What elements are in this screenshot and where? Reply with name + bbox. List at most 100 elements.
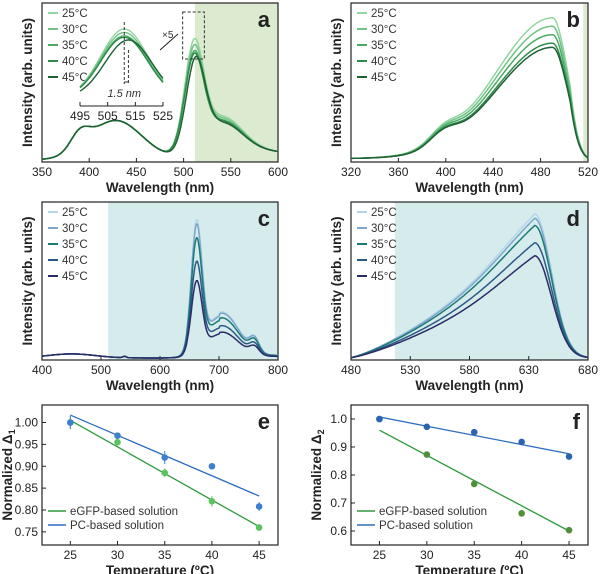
panel-c: 400 500 600 700 800 Wavelength (nm) c Intensity… bbox=[20, 201, 288, 393]
magnification-label: ×5 bbox=[162, 30, 174, 41]
legend-label: PC-based solution bbox=[70, 520, 164, 532]
legend-label: 30°C bbox=[371, 223, 397, 235]
x-tick-label: 530 bbox=[400, 363, 420, 377]
x-tick-label: 580 bbox=[459, 363, 479, 377]
data-point bbox=[255, 524, 263, 531]
y-axis-subscript: 1 bbox=[7, 429, 17, 434]
x-tick-label: 30 bbox=[111, 548, 125, 562]
y-tick-label: 1.0 bbox=[330, 412, 347, 426]
y-tick-label: 0.75 bbox=[15, 525, 39, 539]
y-tick-label: 0.9 bbox=[330, 440, 347, 454]
y-tick-label: 0.80 bbox=[15, 503, 39, 517]
panel-b: 320 360 400 440 480 520 Wavelength (nm) b Intens… bbox=[329, 2, 598, 195]
y-tick-label: 0.7 bbox=[330, 496, 347, 510]
y-axis-title: Intensity (arb. units) bbox=[329, 18, 344, 147]
x-axis-title: Temperature (ºC) bbox=[415, 563, 523, 574]
x-tick-label: 440 bbox=[483, 165, 503, 179]
x-tick-label: 40 bbox=[205, 548, 219, 562]
y-tick-label: 0.85 bbox=[15, 481, 39, 495]
x-tick-label: 400 bbox=[32, 363, 52, 377]
legend-label: 40°C bbox=[371, 56, 397, 68]
x-tick-label: 480 bbox=[341, 363, 361, 377]
data-point bbox=[470, 480, 478, 488]
data-point bbox=[208, 497, 216, 505]
x-tick-label: 350 bbox=[32, 165, 52, 179]
data-point bbox=[255, 503, 263, 510]
x-tick-label: 600 bbox=[150, 363, 170, 377]
fit-line bbox=[379, 429, 570, 532]
data-point bbox=[208, 462, 216, 470]
data-point bbox=[565, 526, 573, 534]
series-line-45°C bbox=[351, 46, 589, 160]
legend-label: 45°C bbox=[62, 72, 88, 84]
data-point bbox=[518, 438, 525, 446]
y-tick-label: 0.6 bbox=[330, 524, 347, 538]
panel-d: 480 530 580 630 680 Wavelength (nm) d Intensity… bbox=[329, 201, 598, 393]
y-axis-title: Intensity (arb. units) bbox=[329, 216, 344, 345]
x-tick-label: 700 bbox=[209, 363, 229, 377]
legend-label: eGFP-based solution bbox=[379, 506, 487, 518]
zoom-box bbox=[182, 11, 205, 60]
shaded-region bbox=[583, 3, 588, 162]
y-tick-label: 0.8 bbox=[330, 468, 347, 482]
data-point bbox=[376, 415, 383, 423]
legend-label: PC-based solution bbox=[379, 520, 473, 532]
data-point bbox=[565, 453, 573, 460]
x-tick-label: 360 bbox=[388, 165, 408, 179]
series-line-40°C bbox=[350, 241, 589, 359]
x-tick-label: 480 bbox=[531, 165, 551, 179]
panel-letter: f bbox=[573, 409, 581, 434]
series-line-25°C bbox=[351, 17, 589, 160]
y-tick-label: 1.00 bbox=[15, 416, 39, 430]
x-tick-label: 25 bbox=[64, 548, 78, 562]
panel-letter: a bbox=[258, 7, 271, 32]
inset-line bbox=[79, 36, 164, 89]
data-point bbox=[423, 451, 431, 458]
legend-label: 45°C bbox=[62, 271, 88, 283]
legend-label: 35°C bbox=[62, 40, 88, 52]
x-tick-label: 25 bbox=[373, 548, 387, 562]
data-point bbox=[161, 454, 169, 461]
legend-label: 35°C bbox=[62, 239, 88, 251]
y-axis-title: Normalized Δ2 bbox=[309, 429, 326, 520]
x-tick-label: 550 bbox=[221, 165, 241, 179]
x-tick-label: 630 bbox=[519, 363, 539, 377]
y-axis-title: Normalized Δ1 bbox=[0, 429, 17, 520]
data-point bbox=[114, 438, 121, 446]
legend-label: 45°C bbox=[371, 72, 397, 84]
data-point bbox=[161, 469, 169, 477]
panel-a: 350 400 450 500 550 600 Wavelength (nm) a Intens… bbox=[20, 2, 288, 195]
data-point bbox=[114, 432, 121, 439]
inset-tick-label: 505 bbox=[98, 109, 118, 123]
legend-label: 30°C bbox=[62, 24, 88, 36]
x-tick-label: 320 bbox=[341, 165, 361, 179]
x-axis-title: Wavelength (nm) bbox=[415, 180, 523, 195]
plot-frame bbox=[41, 2, 279, 163]
x-tick-label: 400 bbox=[436, 165, 456, 179]
data-point bbox=[470, 428, 478, 436]
series-line-45°C bbox=[41, 55, 279, 160]
legend-label: eGFP-based solution bbox=[70, 506, 178, 518]
legend-label: 40°C bbox=[62, 56, 88, 68]
series-line-45°C bbox=[350, 255, 589, 359]
legend-label: 45°C bbox=[371, 271, 397, 283]
y-axis-title: Intensity (arb. units) bbox=[20, 216, 35, 345]
x-tick-label: 450 bbox=[126, 165, 146, 179]
inset-tick-label: 515 bbox=[125, 109, 145, 123]
legend-label: 35°C bbox=[371, 239, 397, 251]
data-point bbox=[518, 510, 525, 517]
data-point bbox=[423, 423, 431, 431]
x-axis-title: Wavelength (nm) bbox=[106, 180, 214, 195]
shaded-region bbox=[194, 3, 278, 162]
x-tick-label: 520 bbox=[578, 165, 598, 179]
x-tick-label: 600 bbox=[268, 165, 288, 179]
inset-tick-label: 495 bbox=[70, 109, 90, 123]
plot-frame bbox=[350, 2, 589, 163]
data-point bbox=[67, 419, 74, 426]
legend-label: 35°C bbox=[371, 40, 397, 52]
x-tick-label: 35 bbox=[468, 548, 482, 562]
y-axis-title: Intensity (arb. units) bbox=[20, 18, 35, 147]
panel-e: 25 30 35 40 45 Temperature (ºC) e Normalized Δ1… bbox=[0, 404, 279, 574]
x-tick-label: 400 bbox=[79, 165, 99, 179]
inset-line bbox=[79, 39, 164, 92]
